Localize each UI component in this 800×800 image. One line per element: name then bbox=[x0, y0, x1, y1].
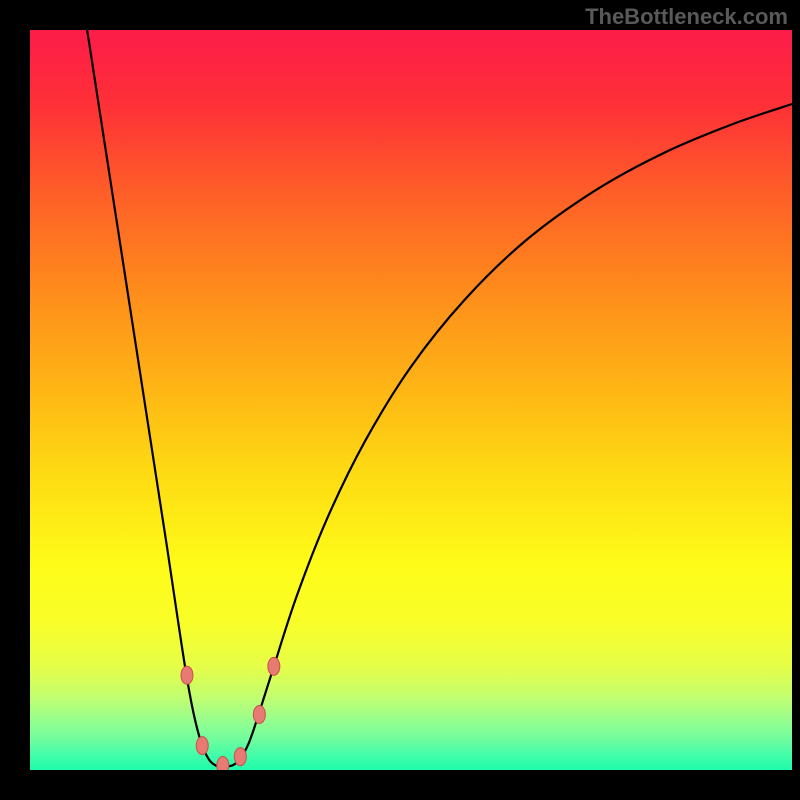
data-marker bbox=[181, 666, 193, 684]
data-marker bbox=[217, 757, 229, 770]
data-marker bbox=[234, 748, 246, 766]
data-marker bbox=[268, 657, 280, 675]
watermark-text: TheBottleneck.com bbox=[585, 4, 788, 30]
data-marker bbox=[196, 737, 208, 755]
chart-frame: TheBottleneck.com bbox=[0, 0, 800, 800]
plot-area bbox=[30, 30, 792, 770]
data-marker bbox=[253, 706, 265, 724]
plot-svg bbox=[30, 30, 792, 770]
